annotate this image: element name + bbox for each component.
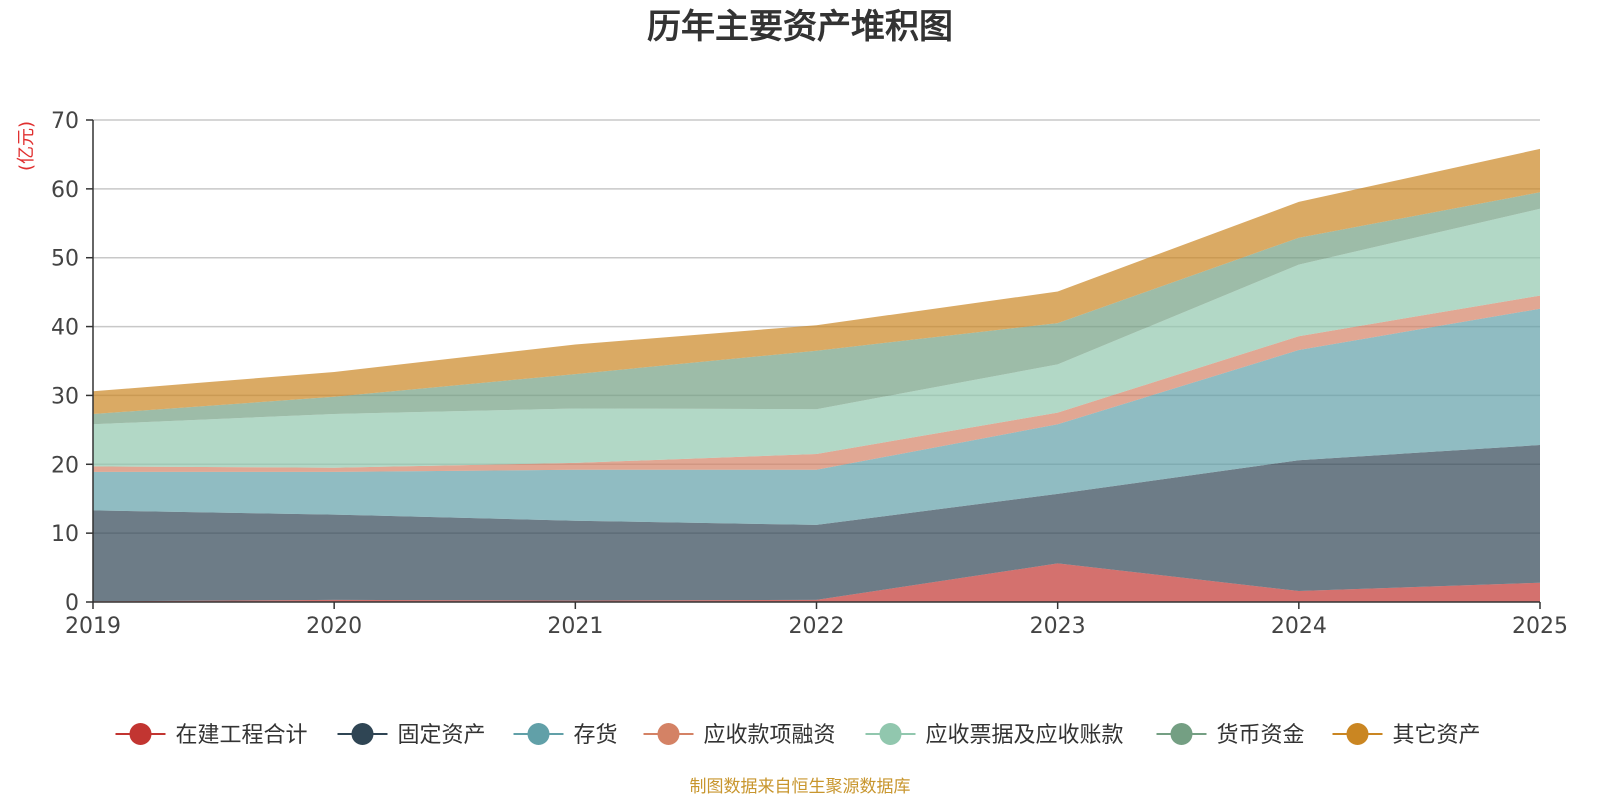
legend-label: 固定资产: [398, 723, 486, 748]
legend-item-1[interactable]: 在建工程合计: [115, 723, 308, 748]
legend-item-4[interactable]: 应收款项融资: [643, 723, 836, 748]
chart-title: 历年主要资产堆积图: [647, 7, 953, 47]
legend-label: 货币资金: [1217, 723, 1305, 748]
y-tick-label: 70: [51, 109, 79, 134]
legend-dot-icon: [1170, 723, 1193, 745]
legend-item-5[interactable]: 应收票据及应收账款: [865, 723, 1124, 748]
y-tick-label: 30: [51, 384, 79, 409]
x-tick-label: 2023: [1030, 614, 1086, 639]
y-tick-label: 0: [65, 591, 79, 616]
legend-label: 应收票据及应收账款: [926, 723, 1124, 748]
legend-label: 在建工程合计: [176, 723, 308, 748]
x-tick-label: 2022: [789, 614, 845, 639]
area-series-2[interactable]: [93, 445, 1540, 602]
legend-dot-icon: [879, 723, 902, 745]
x-tick-label: 2021: [547, 614, 603, 639]
legend-item-7[interactable]: 其它资产: [1332, 723, 1481, 748]
y-tick-label: 20: [51, 453, 79, 478]
y-tick-label: 50: [51, 247, 79, 272]
area-series-6[interactable]: [93, 192, 1540, 425]
legend-label: 应收款项融资: [704, 723, 836, 748]
legend-dot-icon: [1346, 723, 1369, 745]
legend-dot-icon: [657, 723, 680, 745]
legend-item-2[interactable]: 固定资产: [337, 723, 486, 748]
legend-label: 其它资产: [1393, 723, 1481, 748]
area-series-1[interactable]: [93, 563, 1540, 602]
area-series-3[interactable]: [93, 308, 1540, 525]
x-tick-label: 2025: [1512, 614, 1568, 639]
y-tick-label: 10: [51, 522, 79, 547]
legend[interactable]: 在建工程合计 固定资产 存货 应收款项融资 应收票据及应收账款 货币资金 其它资产: [115, 723, 1481, 748]
y-axis-unit-label: (亿元): [16, 121, 37, 171]
x-tick-label: 2019: [65, 614, 121, 639]
x-tick-label: 2020: [306, 614, 362, 639]
data-source-note: 制图数据来自恒生聚源数据库: [690, 777, 911, 797]
x-tick-label: 2024: [1271, 614, 1327, 639]
y-tick-label: 40: [51, 316, 79, 341]
legend-dot-icon: [351, 723, 374, 745]
legend-dot-icon: [129, 723, 152, 745]
area-series-7[interactable]: [93, 148, 1540, 414]
area-series-5[interactable]: [93, 208, 1540, 468]
area-series-layer: [93, 148, 1540, 602]
legend-item-6[interactable]: 货币资金: [1156, 723, 1305, 748]
legend-dot-icon: [527, 723, 550, 745]
axes: 0 10 20 30 40 50 60 70 2019 2020 2021 2022 2023 2024 2…: [51, 109, 1568, 639]
y-tick-label: 60: [51, 178, 79, 203]
legend-label: 存货: [574, 723, 618, 748]
legend-item-3[interactable]: 存货: [513, 723, 618, 748]
